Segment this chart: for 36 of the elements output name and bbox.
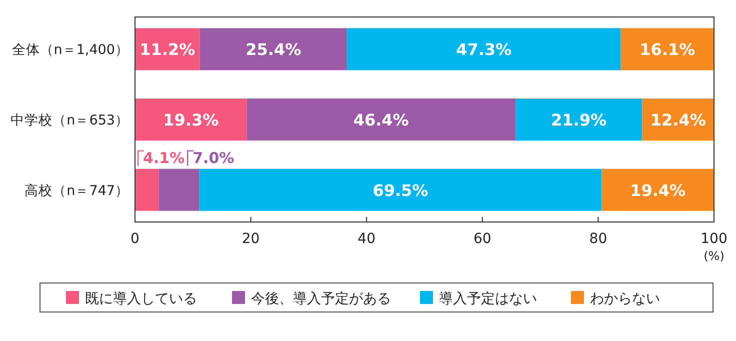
data-label: 12.4%: [650, 110, 706, 130]
x-tick-label: 40: [358, 231, 376, 247]
data-label: 47.3%: [456, 40, 512, 60]
data-label: 16.1%: [640, 40, 696, 60]
x-axis-title: (%): [704, 249, 724, 263]
bar: [346, 28, 621, 70]
legend-label: わからない: [590, 291, 660, 307]
bar: [602, 168, 714, 211]
legend-label: 導入予定はない: [439, 291, 537, 307]
y-tick-label: 全体（n＝1,400）: [12, 42, 129, 58]
x-tick-label: 100: [700, 231, 728, 247]
data-label: 4.1%: [143, 148, 185, 167]
legend-label: 既に導入している: [85, 291, 197, 307]
data-label: 69.5%: [372, 180, 428, 200]
bar: [200, 28, 347, 70]
bar: [515, 98, 642, 140]
bar: [135, 168, 159, 211]
bar: [158, 168, 200, 211]
data-label: 19.4%: [630, 180, 686, 200]
data-label: 21.9%: [551, 110, 607, 130]
bar: [199, 168, 602, 211]
y-tick-label: 高校（n＝747）: [24, 182, 129, 199]
data-label: 46.4%: [353, 110, 409, 130]
bar: [620, 28, 714, 70]
bar: [246, 98, 516, 140]
x-tick-label: 80: [589, 231, 608, 247]
x-tick-label: 20: [242, 231, 260, 247]
data-label: 25.4%: [246, 40, 302, 60]
data-label: 19.3%: [163, 110, 219, 130]
data-label: 11.2%: [140, 40, 196, 60]
bar: [135, 98, 247, 140]
legend-label: 今後、導入予定がある: [251, 291, 391, 307]
y-tick-label: 中学校（n＝653）: [10, 112, 129, 128]
x-tick-label: 0: [130, 231, 140, 247]
x-tick-label: 60: [473, 231, 492, 247]
data-label: 7.0%: [192, 148, 234, 167]
